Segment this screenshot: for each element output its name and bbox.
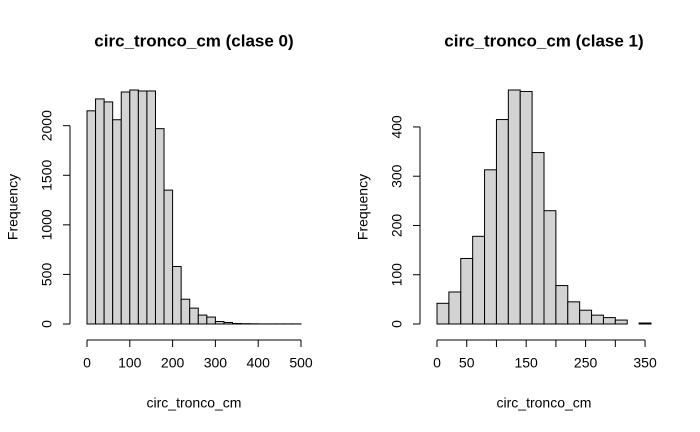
bar: [602, 317, 616, 325]
x-tick-label: 500: [289, 355, 313, 371]
bar: [543, 210, 557, 325]
bar: [614, 319, 628, 325]
bar: [86, 110, 97, 325]
y-tick-label: 2000: [39, 110, 55, 141]
bar: [591, 314, 604, 325]
bar: [137, 90, 148, 325]
x-axis-label: circ_tronco_cm: [497, 395, 592, 411]
x-tick-label: 100: [118, 355, 142, 371]
x-tick-label: 0: [83, 355, 91, 371]
bar: [555, 285, 569, 325]
bar: [206, 316, 216, 325]
y-tick-label: 1500: [39, 159, 55, 190]
x-tick-label: 50: [459, 355, 475, 371]
y-tick-label: 0: [389, 320, 405, 328]
bar: [146, 90, 156, 325]
y-tick-label: 0: [39, 320, 55, 328]
y-axis-label: Frequency: [355, 174, 371, 240]
bar: [197, 314, 208, 325]
bar: [638, 322, 652, 325]
chart-title: circ_tronco_cm (clase 1): [444, 31, 643, 50]
bar: [448, 291, 462, 325]
y-tick-label: 1000: [39, 209, 55, 240]
x-tick-label: 350: [633, 355, 657, 371]
x-tick-label: 0: [433, 355, 441, 371]
bar: [180, 298, 191, 325]
x-axis-label: circ_tronco_cm: [147, 395, 242, 411]
bar: [484, 169, 497, 325]
bar: [567, 301, 581, 325]
bar: [436, 302, 450, 325]
bar: [460, 257, 474, 325]
x-tick-label: 250: [574, 355, 598, 371]
x-tick-label: 200: [161, 355, 185, 371]
y-tick-label: 100: [389, 263, 405, 287]
y-axis-label: Frequency: [5, 174, 21, 240]
y-tick-label: 400: [389, 115, 405, 139]
bar: [154, 128, 165, 325]
chart-title: circ_tronco_cm (clase 0): [94, 31, 293, 50]
bar: [472, 235, 486, 325]
x-tick-label: 150: [514, 355, 538, 371]
bar: [189, 307, 199, 325]
x-tick-label: 300: [204, 355, 228, 371]
y-tick-label: 500: [39, 263, 55, 287]
bar: [507, 89, 521, 325]
y-tick-label: 300: [389, 164, 405, 188]
bar: [519, 90, 533, 325]
bar: [172, 265, 182, 325]
bar: [103, 101, 114, 325]
bar: [112, 119, 122, 325]
bar: [129, 89, 139, 325]
bar: [214, 321, 225, 325]
bar: [163, 189, 174, 325]
bar: [95, 98, 105, 325]
x-tick-label: 400: [247, 355, 271, 371]
bar: [120, 91, 131, 325]
y-tick-label: 200: [389, 214, 405, 238]
bar: [531, 152, 545, 325]
bar: [579, 309, 593, 325]
bar: [495, 119, 509, 325]
bar: [223, 322, 234, 325]
